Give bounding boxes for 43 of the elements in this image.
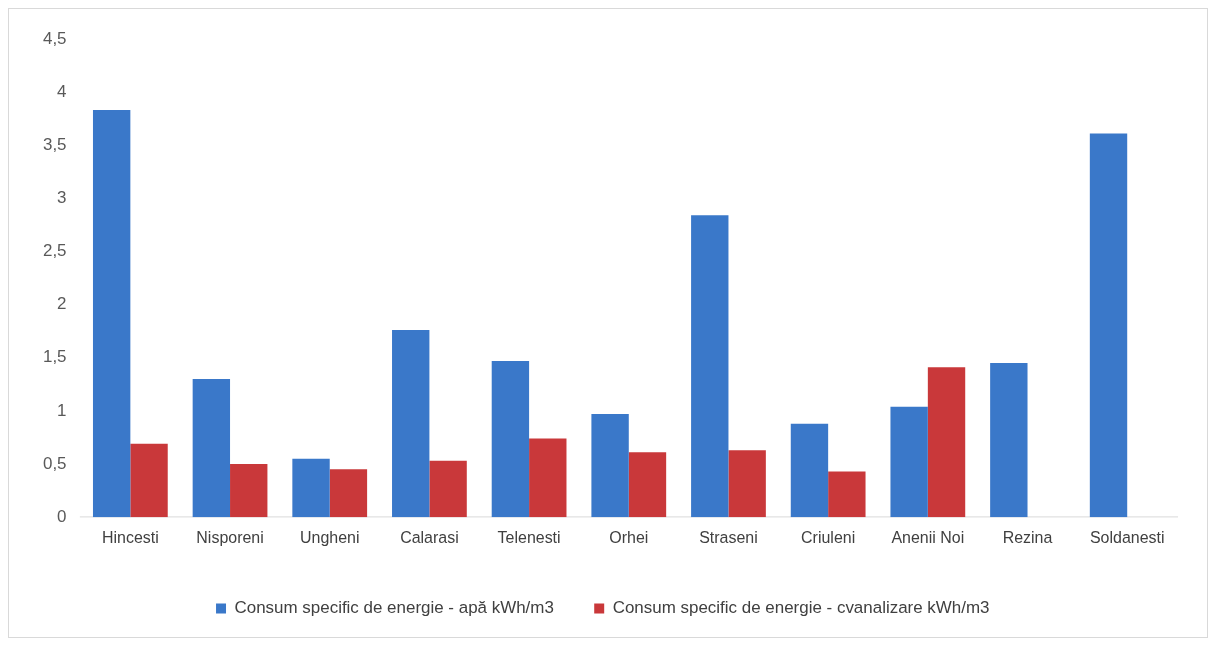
bar <box>691 215 729 518</box>
bar <box>529 438 567 518</box>
bar <box>1089 133 1128 518</box>
y-tick-label: 1,5 <box>42 347 67 367</box>
y-tick-label: 2,5 <box>42 241 67 261</box>
y-tick-label: 3 <box>57 188 67 207</box>
y-tick-label: 0 <box>57 506 67 526</box>
bar <box>329 469 368 518</box>
bar <box>990 363 1028 518</box>
bar <box>890 406 928 518</box>
y-tick-label: 2 <box>57 294 67 314</box>
legend-label: Consum specific de energie - cvanalizare kWh/m3 <box>612 598 990 618</box>
bar <box>130 443 168 518</box>
bar <box>828 471 866 518</box>
bar <box>92 110 131 518</box>
x-tick-label: Rezina <box>1002 529 1053 547</box>
bar <box>429 460 467 518</box>
x-tick-label: Calarasi <box>400 529 459 547</box>
x-tick-label: Orhei <box>609 529 649 547</box>
y-tick-label: 0,5 <box>42 453 67 473</box>
x-tick-label: Criuleni <box>801 529 856 547</box>
x-tick-label: Straseni <box>699 529 758 547</box>
x-tick-label: Ungheni <box>299 529 360 547</box>
x-tick-label: Soldanesti <box>1089 529 1165 547</box>
x-tick-label: Nisporeni <box>196 529 264 547</box>
y-tick-label: 1 <box>57 400 67 420</box>
bar <box>491 360 530 518</box>
bar <box>927 367 966 518</box>
x-tick-label: Hincesti <box>101 529 159 547</box>
bar <box>728 450 766 518</box>
x-tick-label: Telenesti <box>497 529 561 547</box>
bar <box>628 452 667 518</box>
y-tick-label: 4,5 <box>42 28 67 48</box>
bar <box>591 414 629 518</box>
bar <box>790 423 829 518</box>
bar <box>230 464 268 518</box>
bar <box>192 379 231 518</box>
y-tick-label: 3,5 <box>42 134 67 154</box>
x-tick-label: Anenii Noi <box>891 529 965 547</box>
bar <box>392 330 430 518</box>
bar <box>292 458 330 518</box>
y-tick-label: 4 <box>57 81 67 101</box>
legend-label: Consum specific de energie - apă kWh/m3 <box>234 598 554 618</box>
